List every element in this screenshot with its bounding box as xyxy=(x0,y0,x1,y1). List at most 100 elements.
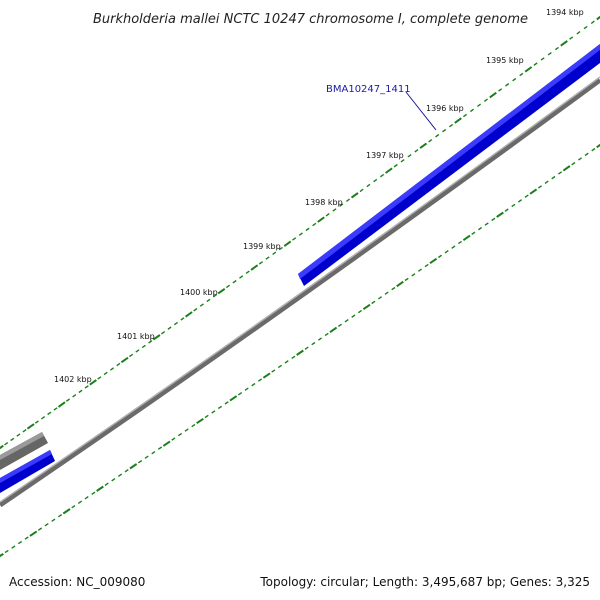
inner-ring-tick xyxy=(84,496,89,500)
outer-ring-tick xyxy=(34,420,39,424)
outer-ring-tick xyxy=(173,321,179,326)
outer-ring-tick xyxy=(167,326,172,330)
outer-ring-tick xyxy=(272,251,277,256)
inner-ring-tick xyxy=(444,250,449,254)
inner-ring-tick xyxy=(296,349,304,356)
inner-ring-tick xyxy=(338,323,342,327)
outer-ring-tick xyxy=(596,15,600,21)
outer-ring-tick xyxy=(232,279,237,284)
outer-ring-tick xyxy=(519,72,524,77)
inner-ring-tick xyxy=(418,268,422,272)
inner-ring-tick xyxy=(329,326,338,334)
inner-ring-tick xyxy=(371,300,376,305)
outer-ring-tick xyxy=(524,66,533,73)
outer-ring-tick xyxy=(498,88,503,92)
inner-ring-tick xyxy=(104,482,109,486)
inner-ring-tick xyxy=(577,157,583,161)
outer-ring-tick xyxy=(576,31,581,35)
inner-ring-tick xyxy=(524,194,529,198)
inner-ring-tick xyxy=(344,319,349,323)
inner-ring-tick xyxy=(357,309,363,314)
kbp-label-1396: 1396 kbp xyxy=(426,104,464,113)
outer-ring-tick xyxy=(454,117,462,124)
outer-ring-tick xyxy=(265,256,270,260)
outer-ring-tick xyxy=(135,349,140,353)
outer-ring-tick xyxy=(339,203,344,207)
outer-ring-tick xyxy=(414,149,419,153)
inner-ring-tick xyxy=(151,451,156,455)
chromosome-backbone-highlight xyxy=(0,76,600,503)
outer-ring-tick xyxy=(476,103,482,108)
reverse-gene-fragment[interactable] xyxy=(0,432,48,470)
inner-ring-tick xyxy=(544,180,549,184)
inner-ring-tick xyxy=(277,364,283,369)
outer-ring-tick xyxy=(47,411,52,416)
kbp-label-1402: 1402 kbp xyxy=(54,375,92,384)
inner-ring-tick xyxy=(62,508,71,515)
inner-ring-tick xyxy=(429,257,438,265)
outer-ring-tick xyxy=(206,298,211,303)
inner-ring-tick xyxy=(177,432,183,437)
inner-ring-tick xyxy=(244,387,249,391)
inner-ring-tick xyxy=(391,286,396,291)
accession-label: Accession: NC_009080 xyxy=(9,575,145,589)
inner-ring-tick xyxy=(284,360,289,364)
outer-ring-tick xyxy=(116,362,121,367)
inner-ring-tick xyxy=(378,296,382,300)
inner-ring-tick xyxy=(458,240,462,245)
outer-ring-tick xyxy=(393,163,398,168)
outer-ring-tick xyxy=(84,385,89,389)
outer-ring-tick xyxy=(407,154,412,158)
outer-ring-tick xyxy=(385,167,393,174)
outer-ring-tick xyxy=(560,40,568,47)
gene-label-bma10247-1411[interactable]: BMA10247_1411 xyxy=(326,84,411,95)
inner-ring-tick xyxy=(537,185,543,189)
forward-gene-fragment[interactable] xyxy=(0,450,55,493)
inner-ring-tick xyxy=(529,188,538,195)
inner-ring-tick xyxy=(424,263,429,268)
outer-ring-tick xyxy=(22,429,27,433)
inner-ring-tick xyxy=(17,540,23,545)
outer-ring-tick xyxy=(283,240,292,247)
outer-ring-tick xyxy=(245,270,250,274)
outer-ring-tick xyxy=(239,275,244,279)
outer-ring-tick xyxy=(57,401,66,408)
outer-ring-tick xyxy=(305,227,310,232)
inner-ring-tick xyxy=(117,473,123,477)
outer-ring-tick xyxy=(217,287,226,295)
inner-ring-tick xyxy=(171,437,176,441)
outer-ring-tick xyxy=(512,77,517,82)
outer-ring-tick xyxy=(366,183,371,188)
outer-ring-tick xyxy=(483,98,489,102)
inner-tick-ring xyxy=(0,143,600,558)
outer-ring-tick xyxy=(547,52,552,56)
outer-ring-tick xyxy=(250,264,259,271)
inner-ring-tick xyxy=(184,428,189,432)
outer-ring-tick xyxy=(72,394,77,398)
outer-ring-tick xyxy=(97,376,102,380)
map-title: Burkholderia mallei NCTC 10247 chromosom… xyxy=(93,12,528,27)
outer-ring-tick xyxy=(554,46,559,51)
inner-ring-tick xyxy=(437,254,443,259)
inner-ring-tick xyxy=(462,234,471,242)
outer-ring-tick xyxy=(199,303,204,307)
outer-ring-tick xyxy=(350,192,359,199)
outer-ring-tick xyxy=(505,83,510,87)
kbp-label-1399: 1399 kbp xyxy=(243,242,281,251)
inner-ring-tick xyxy=(384,291,389,295)
outer-ring-tick xyxy=(533,62,538,66)
outer-ring-tick xyxy=(109,367,115,371)
outer-tick-ring xyxy=(0,15,600,450)
outer-ring-tick xyxy=(16,433,21,437)
outer-ring-tick xyxy=(53,407,58,411)
inner-ring-tick xyxy=(517,199,523,203)
outer-ring-tick xyxy=(10,437,15,442)
inner-ring-tick xyxy=(137,460,143,464)
inner-ring-tick xyxy=(317,337,323,341)
outer-ring-tick xyxy=(160,331,166,335)
inner-ring-tick xyxy=(96,485,104,492)
gene-bma10247-1411[interactable] xyxy=(298,44,600,286)
outer-ring-tick xyxy=(325,213,330,217)
outer-ring-tick xyxy=(317,216,325,223)
